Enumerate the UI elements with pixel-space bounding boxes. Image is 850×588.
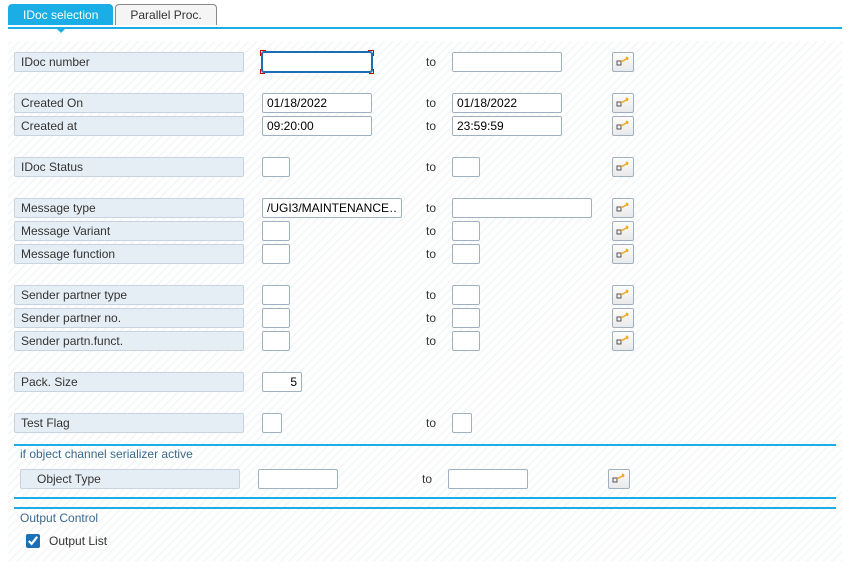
input-created-at-to[interactable] [452,116,562,136]
label-output-list: Output List [49,534,107,548]
multi-select-message-function[interactable] [612,244,634,264]
checkbox-output-list[interactable] [26,534,40,548]
form-content: IDoc number to Created On to Created at … [8,41,842,561]
multi-select-sender-partner-no[interactable] [612,308,634,328]
label-created-on: Created On [14,93,244,113]
label-message-type: Message type [14,198,244,218]
label-message-function: Message function [14,244,244,264]
input-message-variant-to[interactable] [452,221,480,241]
label-idoc-number: IDoc number [14,52,244,72]
input-test-flag-to[interactable] [452,413,472,433]
multi-select-sender-partner-type[interactable] [612,285,634,305]
multi-select-sender-partn-funct[interactable] [612,331,634,351]
label-sender-partner-type: Sender partner type [14,285,244,305]
to-label: to [422,288,452,302]
input-sender-partn-funct-from[interactable] [262,331,290,351]
group-serializer: if object channel serializer active Obje… [14,444,836,499]
to-label: to [422,201,452,215]
multi-select-object-type[interactable] [608,469,630,489]
label-created-at: Created at [14,116,244,136]
label-sender-partner-no: Sender partner no. [14,308,244,328]
label-object-type: Object Type [20,469,240,489]
input-sender-partn-funct-to[interactable] [452,331,480,351]
input-idoc-status-from[interactable] [262,157,290,177]
input-message-type-to[interactable] [452,198,592,218]
multi-select-message-variant[interactable] [612,221,634,241]
to-label: to [422,96,452,110]
to-label: to [422,416,452,430]
input-sender-partner-type-to[interactable] [452,285,480,305]
to-label: to [422,334,452,348]
label-idoc-status: IDoc Status [14,157,244,177]
to-label: to [422,247,452,261]
to-label: to [422,55,452,69]
input-message-function-from[interactable] [262,244,290,264]
tab-idoc-selection[interactable]: IDoc selection [8,4,113,25]
input-object-type-to[interactable] [448,469,528,489]
label-message-variant: Message Variant [14,221,244,241]
input-created-on-to[interactable] [452,93,562,113]
input-object-type-from[interactable] [258,469,338,489]
input-sender-partner-no-from[interactable] [262,308,290,328]
multi-select-idoc-number[interactable] [612,52,634,72]
input-created-on-from[interactable] [262,93,372,113]
input-sender-partner-no-to[interactable] [452,308,480,328]
multi-select-created-at[interactable] [612,116,634,136]
label-test-flag: Test Flag [14,413,244,433]
multi-select-idoc-status[interactable] [612,157,634,177]
input-idoc-number-from[interactable] [262,52,372,72]
input-idoc-number-to[interactable] [452,52,562,72]
group-output-control: Output Control Output List [14,507,836,557]
input-sender-partner-type-from[interactable] [262,285,290,305]
input-idoc-status-to[interactable] [452,157,480,177]
multi-select-message-type[interactable] [612,198,634,218]
input-pack-size[interactable] [262,372,302,392]
tab-parallel-proc[interactable]: Parallel Proc. [115,4,216,25]
group-serializer-title: if object channel serializer active [20,445,830,463]
label-sender-partn-funct: Sender partn.funct. [14,331,244,351]
group-output-title: Output Control [20,509,830,527]
input-message-function-to[interactable] [452,244,480,264]
tab-underline [8,27,842,29]
multi-select-created-on[interactable] [612,93,634,113]
input-test-flag-from[interactable] [262,413,282,433]
label-pack-size: Pack. Size [14,372,244,392]
to-label: to [422,224,452,238]
to-label: to [422,311,452,325]
to-label: to [422,160,452,174]
input-created-at-from[interactable] [262,116,372,136]
to-label: to [422,119,452,133]
to-label: to [418,472,448,486]
input-message-type-from[interactable] [262,198,402,218]
input-message-variant-from[interactable] [262,221,290,241]
